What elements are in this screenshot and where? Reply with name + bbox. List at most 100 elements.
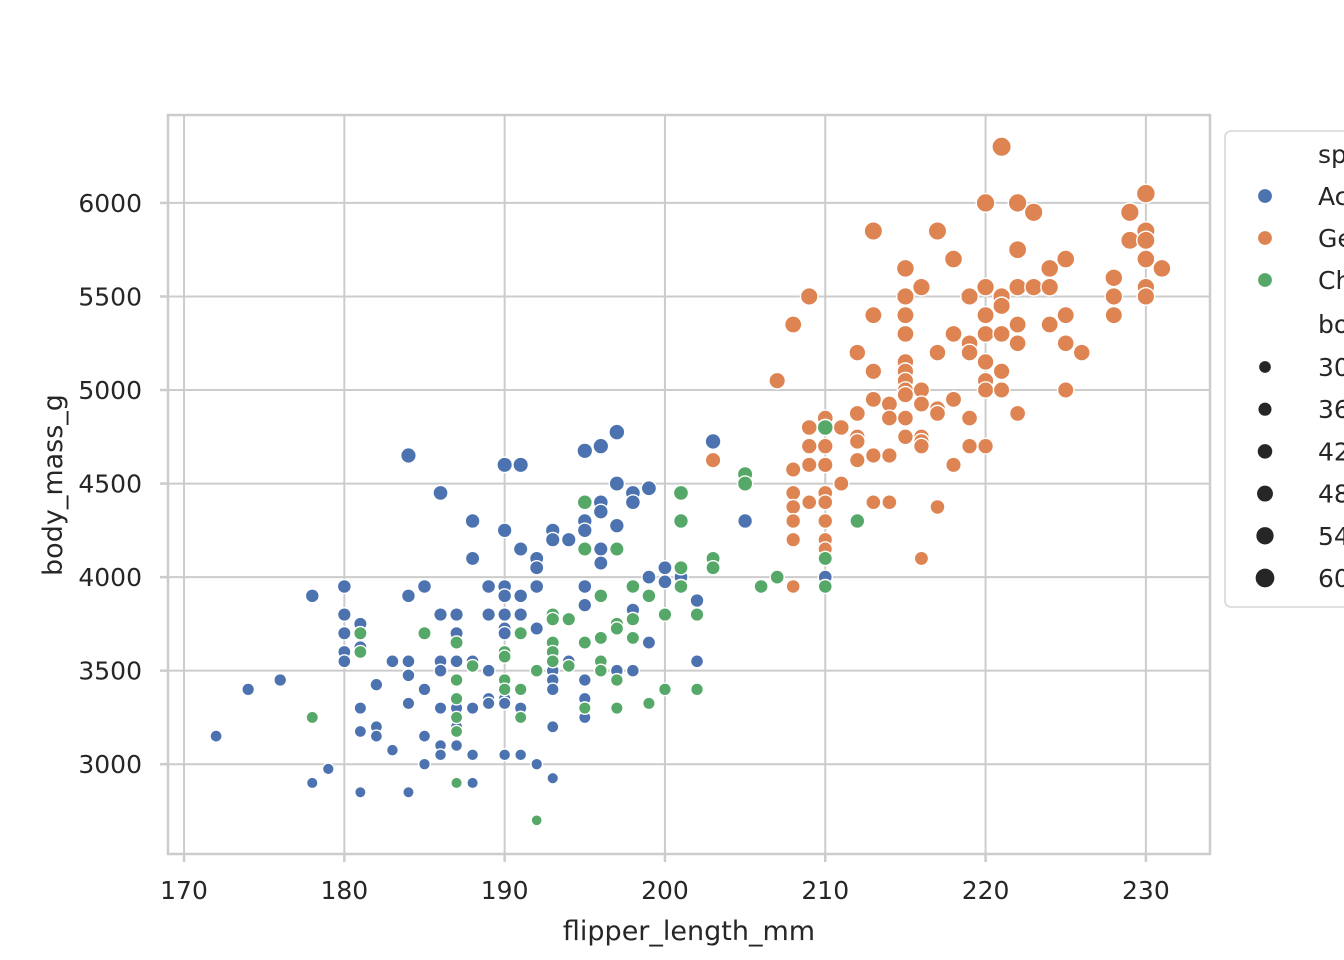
scatter-point-0 [497,696,512,711]
scatter-point-0 [401,668,416,683]
scatter-point-2 [673,559,689,576]
legend-size-label: 36 [1318,395,1344,424]
scatter-point-0 [528,559,545,576]
scatter-point-1 [704,451,722,469]
scatter-point-2 [529,663,544,678]
legend-size-marker [1258,402,1272,416]
scatter-point-1 [1104,268,1124,288]
y-tick-label: 5000 [78,376,142,405]
grid-layer [168,115,1210,854]
legend-hue-label: Ac [1318,182,1344,211]
scatter-point-0 [577,672,592,688]
scatter-point-1 [1136,249,1156,269]
scatter-point-0 [513,588,529,604]
scatter-point-2 [672,484,690,502]
scatter-point-2 [816,418,834,437]
scatter-point-0 [497,607,513,623]
scatter-point-0 [433,748,448,762]
scatter-point-1 [1040,277,1060,297]
scatter-point-0 [577,597,593,613]
scatter-point-0 [737,512,754,530]
scatter-point-1 [929,498,946,516]
scatter-point-1 [863,221,884,241]
scatter-point-0 [321,762,335,776]
scatter-point-0 [433,607,449,623]
scatter-point-0 [625,663,641,678]
scatter-point-0 [641,569,657,585]
scatter-point-0 [401,654,416,669]
scatter-point-0 [497,625,513,641]
scatter-point-1 [784,461,802,478]
scatter-point-1 [1007,239,1028,260]
scatter-point-0 [449,607,465,623]
scatter-point-0 [514,748,528,762]
scatter-point-0 [432,484,449,502]
scatter-point-1 [1104,287,1124,306]
scatter-point-0 [336,607,352,623]
scatter-point-1 [1072,343,1091,362]
scatter-point-0 [592,503,609,520]
scatter-point-2 [625,630,641,646]
scatter-point-1 [864,305,883,325]
scatter-point-0 [304,588,320,604]
scatter-point-1 [1136,287,1156,306]
scatter-point-1 [976,324,995,344]
x-tick-label: 180 [320,876,368,905]
scatter-point-2 [450,776,463,790]
scatter-point-2 [449,635,464,650]
scatter-point-1 [976,381,995,399]
scatter-point-2 [449,710,464,725]
scatter-point-1 [896,324,915,344]
scatter-point-0 [402,785,415,799]
scatter-point-1 [976,305,995,325]
scatter-point-0 [545,682,560,697]
legend-hue-marker [1256,187,1274,205]
scatter-point-1 [1135,183,1156,204]
legend-hue-marker [1256,229,1274,247]
scatter-point-2 [305,710,320,725]
scatter-point-0 [576,522,593,539]
scatter-point-1 [944,324,963,344]
scatter-point-0 [465,701,480,715]
scatter-point-0 [576,442,594,460]
scatter-point-1 [896,428,915,446]
scatter-point-1 [976,277,996,297]
y-axis-label: body_mass_g [38,394,69,576]
scatter-point-2 [593,630,609,646]
scatter-point-0 [641,635,657,650]
scatter-point-0 [546,771,560,785]
scatter-point-0 [417,729,432,743]
scatter-point-0 [608,423,626,441]
scatter-point-1 [991,136,1012,158]
scatter-point-2 [465,658,480,674]
scatter-point-1 [785,512,802,530]
scatter-point-1 [848,343,867,362]
scatter-point-1 [785,578,801,595]
scatter-point-1 [864,447,882,464]
scatter-point-1 [801,494,818,511]
scatter-point-2 [609,621,625,636]
scatter-point-1 [1007,192,1028,213]
scatter-point-2 [576,541,593,557]
legend-hue-title: sp [1318,140,1344,169]
scatter-point-1 [960,287,980,306]
legend-size-label: 60 [1318,564,1344,593]
scatter-point-0 [512,541,529,557]
scatter-point-0 [385,743,400,757]
scatter-point-0 [624,494,642,511]
scatter-point-1 [1136,230,1156,251]
scatter-point-1 [1056,305,1076,325]
scatter-point-1 [960,409,979,427]
tick-layer: 170 180 190 200 210 220 230 3000 3500 4000 4500 500… [78,189,1169,905]
scatter-point-0 [353,724,368,739]
scatter-point-2 [689,607,705,623]
scatter-point-2 [769,569,785,585]
scatter-point-0 [417,682,432,697]
legend-size-title: bo [1318,310,1344,339]
scatter-point-0 [593,555,609,571]
scatter-point-0 [481,607,497,623]
scatter-point-2 [352,625,368,641]
scatter-point-1 [977,437,995,455]
scatter-point-2 [609,701,624,715]
scatter-point-1 [817,512,834,530]
